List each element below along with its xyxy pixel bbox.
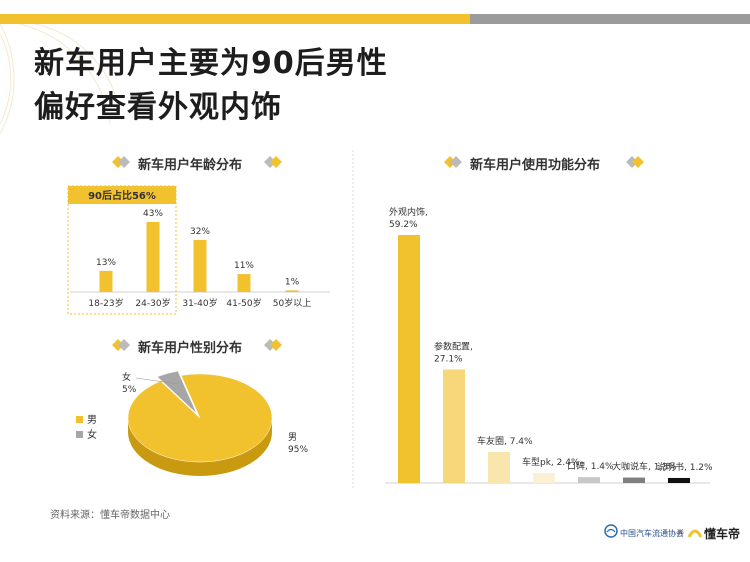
function-bar <box>488 452 510 483</box>
age-bar <box>146 222 160 292</box>
age-bar-value: 11% <box>234 261 254 271</box>
pie-slice-female <box>156 370 197 414</box>
footer-times: × <box>676 527 685 538</box>
age-bar-value: 1% <box>285 277 300 287</box>
age-bar <box>193 239 207 292</box>
footer-association: 中国汽车流通协会 <box>620 529 684 538</box>
age-bar-value: 43% <box>143 209 163 219</box>
highlight-box <box>67 185 177 315</box>
section-title-function: 新车用户使用功能分布 <box>470 158 601 173</box>
vertical-divider <box>352 150 354 490</box>
top-accent-bar <box>0 14 750 24</box>
brand-logo-icon <box>687 529 703 538</box>
association-logo-icon <box>604 524 618 538</box>
age-category-label: 24-30岁 <box>135 297 170 309</box>
function-bar-label: 说明书, 1.2% <box>657 461 713 473</box>
legend-swatch-male <box>76 416 83 423</box>
function-bar-chart: 外观内饰, 59.2% 参数配置, 27.1% 车友圈, 7.4% 车型pk, 2.4%口… <box>385 206 713 484</box>
function-bar-label: 外观内饰, 59.2% <box>389 206 428 230</box>
pie-slice-male <box>127 373 273 463</box>
gender-pie-chart: 男 95% 女 5% 男 女 <box>76 370 308 476</box>
function-bar-label: 参数配置, 27.1% <box>434 340 473 364</box>
accent-bar-yellow <box>0 14 470 24</box>
pie-leader-line <box>135 377 179 385</box>
age-bar-value: 32% <box>190 227 210 237</box>
age-bar <box>285 290 299 292</box>
legend-swatch-female <box>76 431 83 438</box>
section-title-age: 新车用户年龄分布 <box>138 158 243 173</box>
age-category-label: 18-23岁 <box>88 297 123 309</box>
function-bar <box>533 472 555 483</box>
data-source: 资料来源：懂车帝数据中心 <box>50 510 170 521</box>
function-bar-label: 车友圈, 7.4% <box>477 435 533 447</box>
age-category-label: 41-50岁 <box>226 297 261 309</box>
highlight-label: 90后占比56% <box>88 189 156 202</box>
function-bar <box>398 235 420 483</box>
page-title-line1: 新车用户主要为90后男性 <box>34 46 388 81</box>
section-title-gender: 新车用户性别分布 <box>138 341 243 356</box>
age-category-label: 50岁以上 <box>273 297 311 309</box>
function-bar <box>623 477 645 483</box>
function-bar <box>668 477 690 483</box>
function-bar <box>443 369 465 483</box>
legend-male: 男 <box>87 414 97 426</box>
age-bar-chart: 90后占比56% 13% 18-23岁 43% 24-30岁 32% 31-40岁 11% 4… <box>67 185 330 315</box>
decorative-arcs <box>0 24 119 134</box>
page-title-line2: 偏好查看外观内饰 <box>34 90 282 125</box>
diamond-icon <box>112 339 130 351</box>
diamond-icon <box>264 339 282 351</box>
diamond-icon <box>112 156 130 168</box>
diamond-icon <box>626 156 644 168</box>
diamond-icon <box>264 156 282 168</box>
pie-label-male: 男 95% <box>288 432 308 455</box>
legend-female: 女 <box>87 428 97 441</box>
pie-label-female: 女 5% <box>122 371 137 395</box>
function-bar <box>578 477 600 483</box>
function-bar-label: 口碑, 1.4% <box>567 460 614 472</box>
diamond-icon <box>444 156 462 168</box>
function-bar-label: 车型pk, 2.4% <box>522 456 580 468</box>
highlight-label-bg <box>68 186 176 204</box>
function-bar-label: 大咖说车, 1.3% <box>612 461 677 473</box>
age-category-label: 31-40岁 <box>182 297 217 309</box>
footer-brand: 懂车帝 <box>704 527 741 541</box>
age-bar-value: 13% <box>96 258 116 268</box>
accent-bar-gray <box>470 14 750 24</box>
age-bar <box>99 270 113 292</box>
age-bar <box>237 274 251 292</box>
